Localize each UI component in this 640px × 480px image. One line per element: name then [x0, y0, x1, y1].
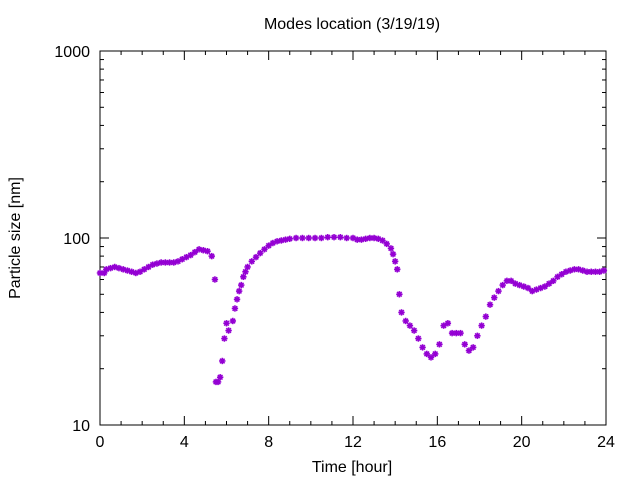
data-point: [136, 268, 144, 275]
data-point: [311, 234, 319, 242]
data-point: [223, 320, 230, 327]
chart-title: Modes location (3/19/19): [264, 16, 440, 33]
data-point: [240, 273, 247, 281]
x-tick-label: 20: [513, 434, 531, 451]
x-tick-label: 4: [180, 434, 189, 451]
data-point: [265, 242, 272, 249]
data-point: [257, 249, 264, 257]
data-point: [261, 246, 268, 253]
data-point: [286, 235, 293, 243]
data-point: [248, 258, 255, 265]
data-point: [383, 240, 390, 248]
plot-frame: [99, 50, 607, 426]
data-point: [389, 250, 397, 258]
data-point: [432, 350, 439, 358]
data-point: [292, 234, 300, 242]
data-point: [541, 283, 549, 290]
data-point: [324, 233, 331, 241]
data-point: [387, 245, 395, 252]
x-axis-label: Time [hour]: [312, 459, 392, 476]
data-point: [318, 234, 325, 242]
data-point: [410, 327, 418, 334]
y-tick-label: 100: [63, 231, 90, 248]
data-point: [465, 347, 473, 354]
data-point: [503, 277, 511, 285]
data-point: [191, 248, 199, 256]
data-points: [96, 233, 608, 386]
data-point: [252, 253, 260, 261]
data-point: [305, 234, 312, 242]
data-point: [396, 291, 403, 298]
x-tick-label: 12: [344, 434, 362, 451]
data-point: [482, 313, 490, 320]
data-point: [229, 317, 237, 325]
data-point: [216, 374, 224, 381]
data-point: [221, 335, 228, 342]
data-point: [187, 251, 194, 259]
data-point: [600, 267, 608, 274]
data-point: [242, 268, 249, 275]
data-point: [337, 233, 344, 241]
data-point: [231, 305, 239, 312]
data-point: [157, 259, 165, 266]
x-tick-label: 16: [428, 434, 446, 451]
data-point: [238, 281, 245, 289]
data-point: [330, 233, 338, 241]
y-tick-label: 10: [72, 418, 90, 435]
data-point: [444, 320, 452, 327]
data-point: [440, 322, 447, 329]
data-point: [448, 329, 456, 337]
data-point: [398, 309, 405, 316]
data-point: [554, 273, 561, 281]
data-point: [415, 335, 422, 342]
data-point: [402, 317, 409, 325]
x-tick-label: 0: [96, 434, 105, 451]
data-point: [299, 234, 306, 242]
y-tick-label: 1000: [54, 44, 90, 61]
data-point: [524, 284, 532, 292]
data-point: [204, 247, 211, 255]
axis-tick-labels: 0 4 8 12 16 20 24 10 100 1000: [54, 44, 615, 451]
data-point: [343, 234, 350, 242]
data-point: [244, 263, 251, 271]
data-point: [469, 344, 477, 351]
data-point: [436, 341, 443, 348]
data-point: [235, 287, 243, 295]
data-point: [478, 322, 485, 329]
x-tick-label: 24: [597, 434, 615, 451]
data-point: [474, 332, 481, 339]
data-point: [550, 277, 557, 285]
data-point: [457, 329, 464, 337]
data-point: [394, 266, 401, 273]
data-point: [391, 258, 399, 265]
x-tick-label: 8: [264, 434, 273, 451]
data-point: [233, 296, 241, 303]
data-point: [486, 301, 494, 308]
data-point: [461, 341, 468, 348]
data-point: [96, 269, 104, 277]
y-axis-label: Particle size [nm]: [7, 177, 24, 299]
data-point: [219, 357, 226, 365]
data-point: [225, 327, 232, 334]
data-point: [507, 277, 515, 285]
data-point: [406, 322, 414, 329]
data-point: [211, 276, 219, 283]
data-point: [499, 281, 506, 289]
data-point: [495, 287, 502, 295]
data-point: [208, 252, 215, 260]
data-point: [419, 344, 426, 351]
data-point: [545, 280, 553, 287]
data-point: [491, 294, 498, 301]
